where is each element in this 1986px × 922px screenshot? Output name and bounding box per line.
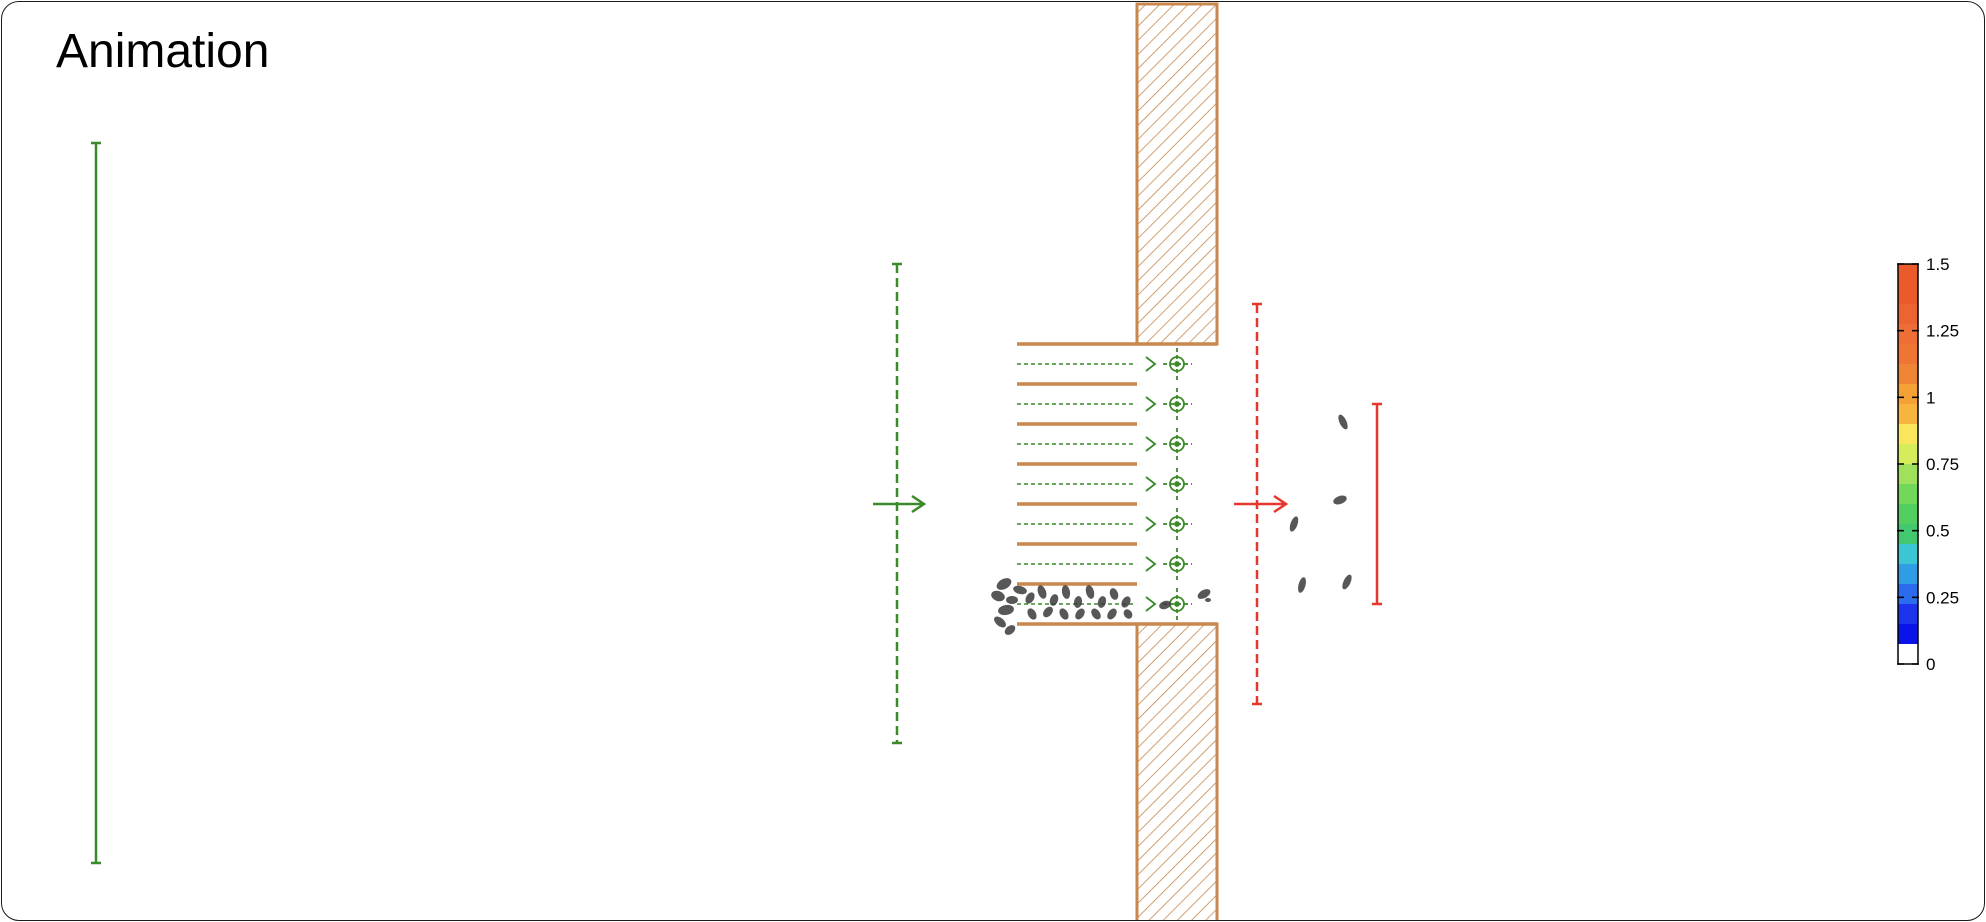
upper-wall [1135, 2, 1219, 346]
colorbar-band [1898, 564, 1918, 585]
colorbar-band [1898, 464, 1918, 485]
gate-icon [1145, 588, 1192, 620]
colorbar-tick-label: 0.5 [1926, 522, 1950, 541]
lane-gates [1145, 348, 1192, 620]
gate-icon [1145, 348, 1192, 380]
colorbar-band [1898, 484, 1918, 505]
colorbar-band [1898, 624, 1918, 645]
colorbar-tick-label: 1.25 [1926, 322, 1959, 341]
colorbar-tick-label: 0.25 [1926, 588, 1959, 607]
colorbar: 1.5 1.25 1 0.75 0.5 0.25 0 [1897, 255, 1959, 674]
exit-boundary-line [1372, 402, 1382, 606]
exit-flow-arrow [1234, 494, 1289, 514]
colorbar-tick-label: 0 [1926, 655, 1935, 674]
colorbar-band [1898, 364, 1918, 385]
colorbar-band [1898, 344, 1918, 365]
lane-dividers [1017, 342, 1217, 626]
pedestrians-downstream [1289, 414, 1352, 593]
colorbar-band [1898, 404, 1918, 425]
colorbar-band [1898, 324, 1918, 345]
colorbar-band [1898, 384, 1918, 405]
entry-flow-arrow [873, 494, 927, 514]
lane-guides [1017, 363, 1134, 605]
colorbar-band [1898, 444, 1918, 465]
colorbar-band [1898, 424, 1918, 445]
colorbar-band [1898, 604, 1918, 625]
pedestrian-crowd [991, 578, 1211, 635]
colorbar-tick-label: 1 [1926, 388, 1935, 407]
colorbar-band [1898, 504, 1918, 525]
page-title: Animation [56, 25, 270, 78]
colorbar-band [1898, 284, 1918, 305]
colorbar-band [1898, 264, 1918, 285]
gate-icon [1145, 548, 1192, 580]
colorbar-band [1898, 544, 1918, 565]
lower-wall [1135, 622, 1219, 920]
colorbar-band [1898, 304, 1918, 325]
colorbar-band [1898, 584, 1918, 605]
colorbar-band [1898, 644, 1918, 665]
colorbar-tick-label: 0.75 [1926, 455, 1959, 474]
gate-icon [1145, 508, 1192, 540]
gate-icon [1145, 388, 1192, 420]
gate-icon [1145, 468, 1192, 500]
colorbar-tick-label: 1.5 [1926, 255, 1950, 274]
gate-icon [1145, 428, 1192, 460]
source-boundary-line [91, 141, 101, 865]
colorbar-band [1898, 524, 1918, 545]
